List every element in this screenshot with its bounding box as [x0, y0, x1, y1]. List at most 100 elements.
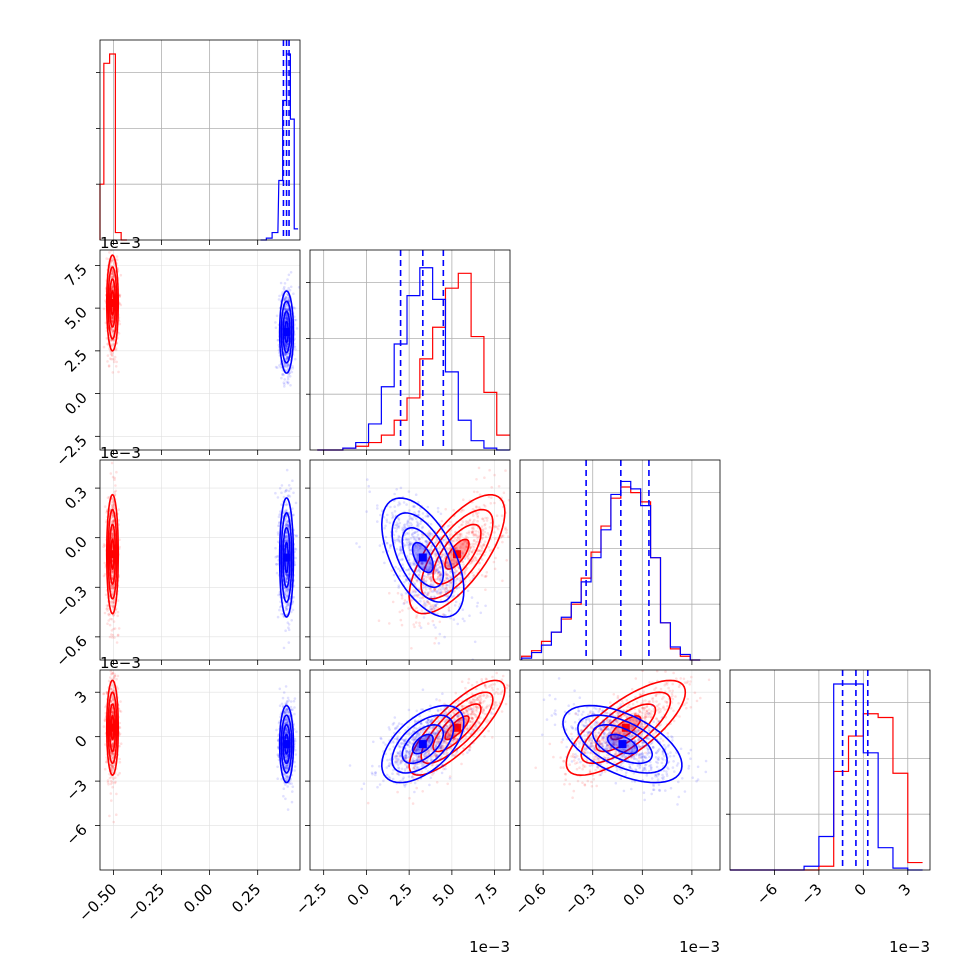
blue-contour: [411, 733, 434, 755]
x-exponent-label: 1e−3: [469, 938, 510, 956]
red-contour: [408, 679, 506, 776]
histogram-panel-2: [306, 249, 511, 451]
y-exponent-label: 1e−3: [100, 444, 141, 462]
scatter-panel-r3-c2: [309, 459, 511, 661]
blue-contour: [282, 526, 291, 589]
red-peak-marker: [108, 723, 117, 732]
blue-contour: [280, 512, 293, 603]
blue-peak-marker: [618, 740, 627, 749]
blue-contour: [411, 541, 434, 574]
blue-contour: [284, 541, 290, 574]
red-contour: [110, 290, 115, 316]
scatter-points-group: [102, 670, 298, 824]
axes-frame: [309, 459, 511, 661]
red-histogram-series: [99, 53, 127, 241]
red-contour: [105, 254, 120, 352]
blue-contour: [280, 714, 293, 774]
red-contour: [420, 508, 494, 600]
y-tick-label: 7.5: [61, 260, 91, 290]
y-tick-label: −0.3: [52, 582, 90, 620]
red-contour: [110, 538, 115, 570]
blue-contour: [278, 497, 295, 618]
red-contour: [408, 494, 506, 615]
blue-contour: [401, 723, 445, 765]
blue-contour: [282, 723, 291, 765]
blue-contour: [401, 527, 445, 589]
red-peak-marker: [453, 550, 462, 559]
blue-histogram-series: [317, 267, 510, 451]
histogram-panel-1: [96, 39, 301, 241]
axes-frame: [519, 459, 721, 661]
red-contour: [108, 523, 117, 585]
blue-contour: [380, 704, 465, 784]
red-peak-marker: [108, 298, 117, 307]
histogram-panel-3: [516, 459, 721, 661]
blue-contour: [591, 723, 653, 765]
red-peak-marker: [108, 550, 117, 559]
x-exponent-label: 1e−3: [679, 938, 720, 956]
red-peak-marker: [453, 723, 462, 732]
y-tick-label: −3: [62, 776, 90, 804]
x-tick-label: −2.5: [292, 880, 330, 918]
blue-histogram-series: [521, 480, 701, 661]
axes-frame: [99, 459, 301, 661]
scatter-points-group: [102, 250, 300, 388]
axes-frame: [99, 39, 301, 241]
x-tick-label: 0.3: [669, 880, 699, 910]
red-contour: [108, 703, 117, 753]
axes-frame: [99, 669, 301, 871]
x-tick-label: −0.6: [511, 880, 549, 918]
blue-contour: [606, 733, 639, 755]
y-tick-label: 5.0: [61, 303, 91, 333]
x-tick-label: −6: [753, 880, 781, 908]
histogram-panel-4: [726, 669, 931, 871]
x-tick-label: 7.5: [472, 880, 502, 910]
scatter-points-group: [102, 461, 299, 650]
scatter-points-group: [355, 466, 510, 660]
red-contour: [444, 538, 470, 570]
x-exponent-label: 1e−3: [889, 938, 930, 956]
blue-contour: [391, 512, 455, 603]
blue-contour: [282, 310, 291, 354]
blue-peak-marker: [418, 740, 427, 749]
blue-contour: [391, 714, 455, 774]
y-exponent-label: 1e−3: [100, 654, 141, 672]
red-contour: [444, 715, 470, 741]
x-tick-label: 0.25: [228, 880, 264, 916]
axes-frame: [99, 249, 301, 451]
x-tick-label: −0.50: [75, 880, 120, 925]
y-tick-label: −6: [62, 821, 90, 849]
scatter-panel-r4-c1: [99, 669, 301, 871]
axes-frame: [309, 669, 511, 871]
x-tick-label: 0.00: [180, 880, 216, 916]
scatter-points-group: [348, 671, 510, 805]
blue-peak-marker: [418, 553, 427, 562]
blue-contour: [562, 704, 683, 784]
y-tick-label: −2.5: [52, 431, 90, 469]
x-tick-label: 3: [895, 880, 914, 899]
blue-contour: [380, 497, 465, 618]
red-peak-marker: [621, 723, 630, 732]
blue-peak-marker: [282, 740, 291, 749]
x-tick-label: 2.5: [386, 880, 416, 910]
blue-peak-marker: [282, 328, 291, 337]
y-tick-label: −0.6: [52, 632, 90, 670]
x-tick-label: −0.3: [561, 880, 599, 918]
x-tick-label: 0.0: [344, 880, 374, 910]
y-exponent-label: 1e−3: [100, 234, 141, 252]
axes-frame: [519, 669, 721, 871]
blue-contour: [577, 714, 668, 774]
y-tick-label: 3: [71, 687, 90, 706]
blue-peak-marker: [282, 553, 291, 562]
x-tick-label: −0.25: [123, 880, 168, 925]
red-contour: [108, 278, 117, 328]
red-contour: [565, 679, 687, 777]
red-contour: [105, 493, 120, 615]
y-tick-label: 0.0: [61, 533, 91, 563]
red-contour: [107, 266, 118, 340]
red-contour: [107, 691, 118, 765]
y-tick-label: 0.0: [61, 389, 91, 419]
blue-contour: [278, 290, 295, 374]
